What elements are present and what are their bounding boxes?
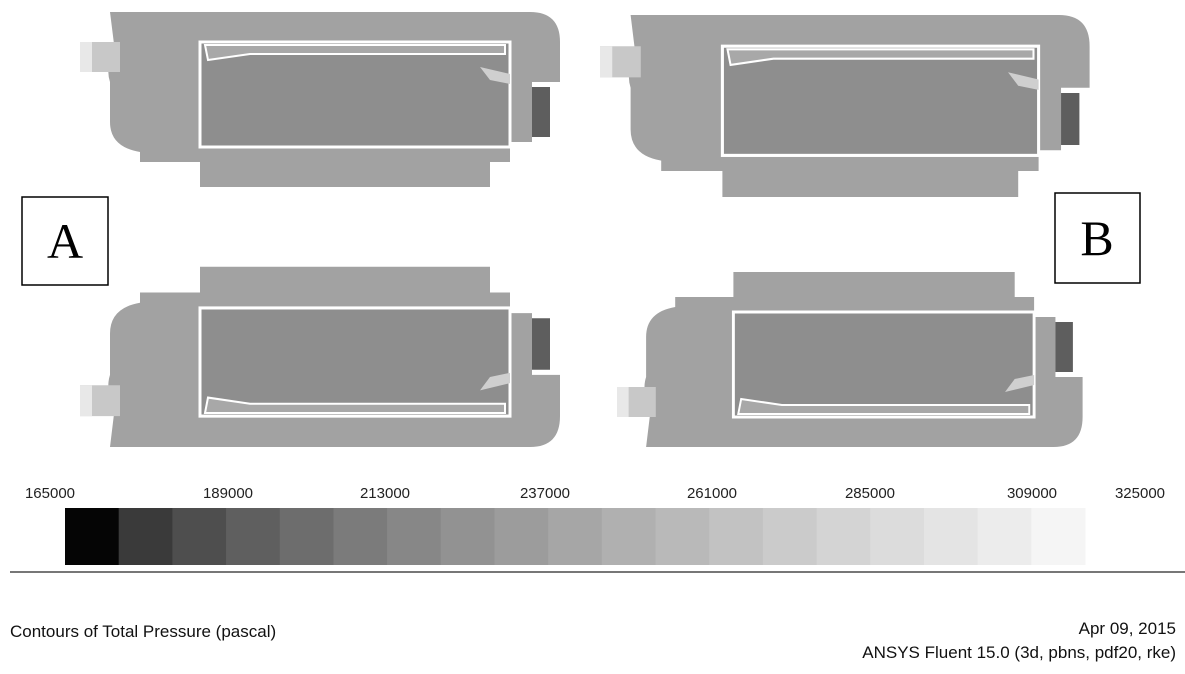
model-panel — [80, 267, 560, 447]
color-swatch — [924, 508, 978, 565]
color-swatch — [1031, 508, 1085, 565]
colorbar-label: 189000 — [203, 485, 253, 502]
colorbar-label: 309000 — [1007, 485, 1057, 502]
colorbar: 165000 189000 213000 237000 261000 285000 3090… — [25, 485, 1165, 565]
color-swatch — [709, 508, 763, 565]
model-panel — [600, 15, 1090, 197]
color-swatch — [441, 508, 495, 565]
model-panel — [617, 272, 1083, 447]
color-swatch — [870, 508, 924, 565]
color-swatch — [548, 508, 602, 565]
colorbar-label: 213000 — [360, 485, 410, 502]
screen: A B 165000 189000 213000 237000 261000 285000… — [0, 0, 1185, 674]
colorbar-label: 237000 — [520, 485, 570, 502]
color-swatch — [817, 508, 871, 565]
color-swatch — [978, 508, 1032, 565]
color-swatch — [119, 508, 173, 565]
colorbar-label: 285000 — [845, 485, 895, 502]
color-swatch — [226, 508, 280, 565]
color-swatch — [763, 508, 817, 565]
page: A B 165000 189000 213000 237000 261000 285000… — [0, 0, 1185, 674]
color-swatch — [602, 508, 656, 565]
model-panel — [80, 12, 560, 187]
color-swatch — [65, 508, 119, 565]
colorbar-label: 165000 — [25, 485, 75, 502]
footer-title: Contours of Total Pressure (pascal) — [10, 622, 276, 641]
color-swatch — [280, 508, 334, 565]
panel-label: A — [47, 213, 83, 269]
color-swatch — [656, 508, 710, 565]
panel-label: B — [1080, 210, 1113, 266]
color-swatch — [494, 508, 548, 565]
colorbar-label: 325000 — [1115, 485, 1165, 502]
footer-software: ANSYS Fluent 15.0 (3d, pbns, pdf20, rke) — [862, 643, 1176, 662]
footer-date: Apr 09, 2015 — [1079, 619, 1176, 638]
color-swatch — [172, 508, 226, 565]
color-swatch — [333, 508, 387, 565]
color-swatch — [387, 508, 441, 565]
colorbar-label: 261000 — [687, 485, 737, 502]
